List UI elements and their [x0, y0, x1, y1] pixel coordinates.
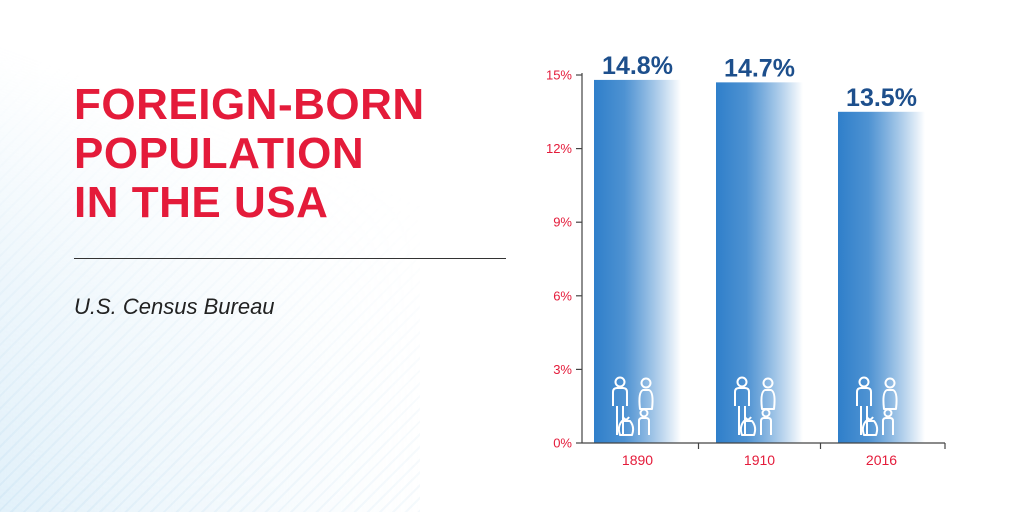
- y-tick-label: 3%: [553, 362, 572, 377]
- y-tick-label: 6%: [553, 288, 572, 303]
- page-title: FOREIGN-BORN POPULATION IN THE USA: [74, 80, 514, 227]
- x-tick-label: 1910: [744, 452, 775, 468]
- title-line-3: IN THE USA: [74, 178, 329, 227]
- y-tick-label: 15%: [546, 68, 572, 83]
- bar-1910: [716, 82, 803, 444]
- y-tick-label: 0%: [553, 436, 572, 451]
- title-line-1: FOREIGN-BORN: [74, 80, 425, 129]
- x-tick-label: 2016: [866, 452, 897, 468]
- x-tick-label: 1890: [622, 452, 653, 468]
- bar-1890: [594, 79, 681, 443]
- bar-value-label: 13.5%: [846, 84, 917, 112]
- y-tick-label: 12%: [546, 141, 572, 156]
- bar-value-label: 14.7%: [724, 54, 795, 82]
- bar-value-label: 14.8%: [602, 52, 673, 80]
- title-divider: [74, 258, 506, 259]
- y-tick-label: 9%: [553, 215, 572, 230]
- background-stripes: [0, 0, 420, 512]
- bar-2016: [838, 111, 925, 444]
- title-line-2: POPULATION: [74, 129, 365, 178]
- source-label: U.S. Census Bureau: [74, 294, 275, 319]
- labels-layer: 14.8% 1890 14.7% 1910 13.5% 2016 0% 3% 6% 9% 12% 15…: [546, 52, 917, 468]
- bars-layer: [594, 79, 925, 444]
- axis-layer: [576, 73, 946, 449]
